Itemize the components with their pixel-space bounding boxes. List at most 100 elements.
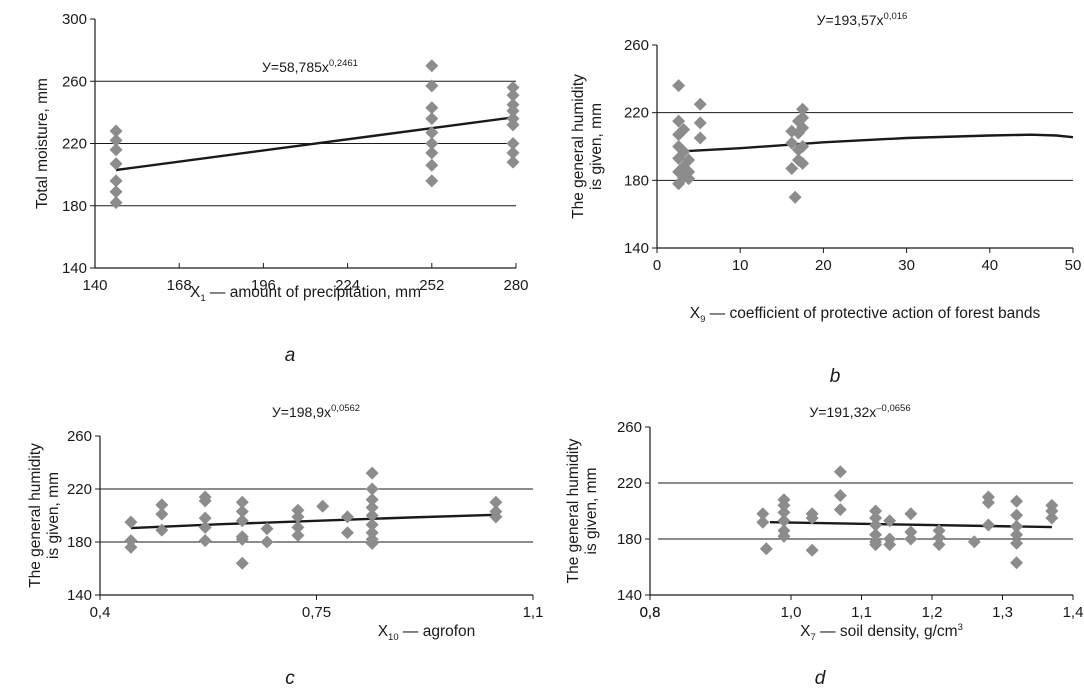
- x-tick-label: 168: [167, 277, 192, 294]
- data-point: [1010, 556, 1024, 570]
- data-point: [796, 111, 810, 125]
- data-point: [682, 165, 696, 179]
- data-point: [677, 123, 691, 137]
- data-point: [365, 536, 379, 550]
- data-point: [291, 510, 305, 524]
- data-point: [365, 509, 379, 522]
- data-point: [682, 172, 696, 186]
- data-point: [235, 514, 249, 528]
- data-point: [124, 534, 138, 548]
- x-tick-label: 0,75: [302, 604, 331, 621]
- data-point: [759, 542, 773, 556]
- y-tick-label: 260: [624, 37, 649, 54]
- data-point: [155, 507, 169, 521]
- data-point: [1010, 508, 1024, 522]
- x-axis-title: X10 — agrofon: [378, 623, 476, 643]
- data-point: [791, 126, 805, 140]
- data-point: [235, 495, 249, 509]
- data-point: [425, 101, 439, 115]
- data-point: [506, 118, 520, 132]
- y-tick-label: 140: [617, 587, 642, 604]
- data-point: [506, 137, 520, 150]
- x-tick-label: 20: [815, 257, 832, 274]
- data-point: [124, 540, 138, 554]
- y-tick-label: 140: [624, 240, 649, 257]
- y-tick-label: 260: [617, 419, 642, 436]
- data-point: [506, 104, 520, 118]
- data-point: [1010, 519, 1024, 533]
- data-point: [340, 510, 354, 524]
- data-point: [489, 510, 503, 524]
- x-tick-label: 1,4: [1063, 604, 1084, 621]
- data-point: [904, 507, 918, 521]
- data-point: [260, 535, 274, 549]
- data-point: [805, 543, 819, 557]
- data-point: [777, 529, 791, 543]
- x-tick-label: 1,1: [523, 604, 544, 621]
- data-point: [109, 133, 123, 147]
- panel-letter: b: [830, 366, 841, 387]
- y-tick-label: 260: [67, 428, 92, 445]
- data-point: [932, 538, 946, 552]
- data-point: [693, 116, 707, 130]
- x-tick-label: 30: [898, 257, 915, 274]
- trendline: [130, 513, 496, 530]
- y-tick-label: 180: [62, 198, 87, 215]
- data-point: [1045, 504, 1059, 518]
- data-point: [777, 498, 791, 512]
- panel-a: 140 180 220 260 300 140 168 196 224 252 280 У=58,78…: [34, 11, 529, 366]
- data-point: [682, 153, 696, 167]
- data-point: [796, 140, 810, 153]
- data-point: [425, 174, 439, 188]
- data-point: [677, 145, 691, 159]
- data-point: [198, 494, 212, 508]
- data-point: [805, 511, 819, 525]
- y-tick-label: 140: [62, 260, 87, 277]
- data-point: [425, 158, 439, 172]
- y-tick-label: 300: [62, 11, 87, 28]
- data-point: [932, 531, 946, 545]
- data-point: [981, 496, 995, 510]
- data-point: [833, 503, 847, 517]
- data-point: [904, 525, 918, 539]
- data-point: [883, 514, 897, 528]
- data-point: [833, 489, 847, 503]
- y-tick-label: 180: [617, 531, 642, 548]
- y-tick-label: 140: [67, 587, 92, 604]
- y-tick-label: 220: [624, 105, 649, 122]
- trendline: [769, 521, 1052, 529]
- data-point: [506, 155, 520, 169]
- data-point: [869, 528, 883, 542]
- data-point: [291, 528, 305, 542]
- data-point: [796, 156, 810, 170]
- data-point: [155, 523, 169, 537]
- y-tick-label: 260: [62, 73, 87, 90]
- data-point: [869, 518, 883, 532]
- data-point: [365, 526, 379, 540]
- y-tick-label: 180: [67, 534, 92, 551]
- x-tick-label: 252: [419, 277, 444, 294]
- x-tick-label: 196: [251, 277, 276, 294]
- data-point: [1010, 494, 1024, 508]
- y-tick-label: 220: [62, 136, 87, 153]
- data-point: [198, 534, 212, 548]
- data-point: [365, 501, 379, 515]
- equation-label: У=198,9x0,0562: [272, 403, 360, 420]
- data-point: [506, 88, 520, 102]
- panel-letter: d: [815, 668, 827, 689]
- data-point: [235, 556, 249, 570]
- data-point: [904, 532, 918, 546]
- data-point: [506, 146, 520, 160]
- x-axis-title: X9 — coefficient of protective action of…: [690, 305, 1041, 325]
- data-point: [777, 514, 791, 528]
- x-tick-label: 0,8: [640, 604, 661, 621]
- data-point: [198, 520, 212, 534]
- data-point: [1010, 536, 1024, 550]
- panel-letter: a: [285, 345, 296, 366]
- x-tick-label: 1,1: [851, 604, 872, 621]
- y-tick-label: 220: [617, 475, 642, 492]
- x-tick-label: 1,3: [992, 604, 1013, 621]
- data-point: [967, 535, 981, 549]
